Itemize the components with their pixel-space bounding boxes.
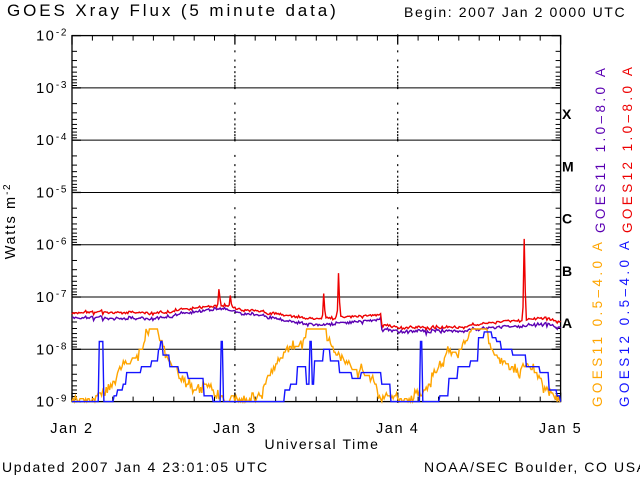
svg-text:GOES12 1.0–8.0 A: GOES12 1.0–8.0 A bbox=[620, 64, 635, 233]
svg-text:M: M bbox=[562, 158, 575, 174]
svg-text:Watts m-2: Watts m-2 bbox=[2, 183, 19, 259]
svg-text:GOES11 1.0–8.0 A: GOES11 1.0–8.0 A bbox=[593, 65, 608, 233]
svg-text:C: C bbox=[562, 211, 574, 227]
svg-text:A: A bbox=[562, 315, 574, 331]
svg-text:10-8: 10-8 bbox=[36, 341, 68, 358]
svg-text:GOES12 0.5–4.0 A: GOES12 0.5–4.0 A bbox=[617, 238, 632, 407]
svg-text:Universal Time: Universal Time bbox=[265, 436, 380, 452]
svg-text:10-4: 10-4 bbox=[36, 132, 68, 149]
svg-text:10-3: 10-3 bbox=[36, 80, 68, 97]
svg-text:Begin: 2007 Jan 2 0000 UTC: Begin: 2007 Jan 2 0000 UTC bbox=[404, 4, 626, 20]
svg-text:Jan 5: Jan 5 bbox=[539, 421, 582, 437]
svg-text:GOES Xray Flux (5 minute data): GOES Xray Flux (5 minute data) bbox=[7, 1, 339, 20]
svg-text:10-9: 10-9 bbox=[36, 394, 68, 411]
svg-text:X: X bbox=[562, 106, 573, 122]
svg-text:B: B bbox=[562, 263, 574, 279]
svg-text:NOAA/SEC Boulder, CO USA: NOAA/SEC Boulder, CO USA bbox=[424, 459, 640, 475]
svg-text:10-7: 10-7 bbox=[36, 289, 68, 306]
svg-text:Jan 3: Jan 3 bbox=[213, 421, 256, 437]
svg-text:Jan 4: Jan 4 bbox=[376, 421, 419, 437]
svg-text:Jan 2: Jan 2 bbox=[50, 421, 93, 437]
svg-text:Updated 2007 Jan 4 23:01:05: Updated 2007 Jan 4 23:01:05 UTC bbox=[2, 459, 269, 475]
svg-text:10-6: 10-6 bbox=[36, 237, 68, 254]
svg-text:GOES11 0.5–4.0 A: GOES11 0.5–4.0 A bbox=[590, 239, 605, 407]
svg-text:10-5: 10-5 bbox=[36, 185, 68, 202]
svg-text:10-2: 10-2 bbox=[36, 28, 68, 45]
